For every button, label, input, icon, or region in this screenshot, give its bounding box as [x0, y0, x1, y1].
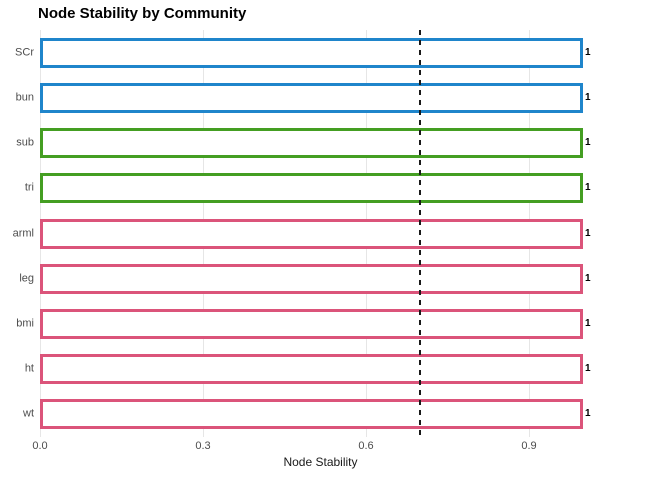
- bar-value-label-leg: 1: [585, 273, 591, 284]
- bar-wt: [40, 399, 583, 429]
- bar-value-label-tri: 1: [585, 182, 591, 193]
- y-axis-label-bun: bun: [15, 91, 34, 104]
- y-axis-label-ht: ht: [24, 362, 34, 375]
- bar-sub: [40, 128, 583, 158]
- x-tick-label-0.0: 0.0: [32, 440, 48, 452]
- bar-value-label-SCr: 1: [585, 47, 591, 58]
- y-axis-label-wt: wt: [23, 407, 34, 420]
- bar-value-label-ht: 1: [585, 363, 591, 374]
- x-tick-label-0.9: 0.9: [521, 440, 537, 452]
- x-axis-title: Node Stability: [283, 455, 358, 469]
- bar-value-label-wt: 1: [585, 408, 591, 419]
- plot-panel: 1 1 1 1 1 1 1 1 1: [40, 30, 601, 437]
- chart-title: Node Stability by Community: [38, 5, 247, 22]
- bar-leg: [40, 264, 583, 294]
- y-axis-label-tri: tri: [24, 181, 34, 194]
- y-axis-label-leg: leg: [19, 272, 34, 285]
- x-tick-label-0.3: 0.3: [195, 440, 211, 452]
- bar-arml: [40, 219, 583, 249]
- bar-bmi: [40, 309, 583, 339]
- bar-bun: [40, 83, 583, 113]
- bar-tri: [40, 173, 583, 203]
- y-axis-label-sub: sub: [16, 136, 34, 149]
- bar-value-label-bun: 1: [585, 92, 591, 103]
- reference-dashed-line: [419, 30, 421, 437]
- bar-SCr: [40, 38, 583, 68]
- bar-value-label-sub: 1: [585, 137, 591, 148]
- bar-value-label-bmi: 1: [585, 318, 591, 329]
- y-axis-label-arml: arml: [12, 227, 34, 240]
- bar-ht: [40, 354, 583, 384]
- y-axis-label-SCr: SCr: [15, 46, 34, 59]
- x-tick-label-0.6: 0.6: [358, 440, 374, 452]
- bar-value-label-arml: 1: [585, 228, 591, 239]
- y-axis-label-bmi: bmi: [16, 317, 34, 330]
